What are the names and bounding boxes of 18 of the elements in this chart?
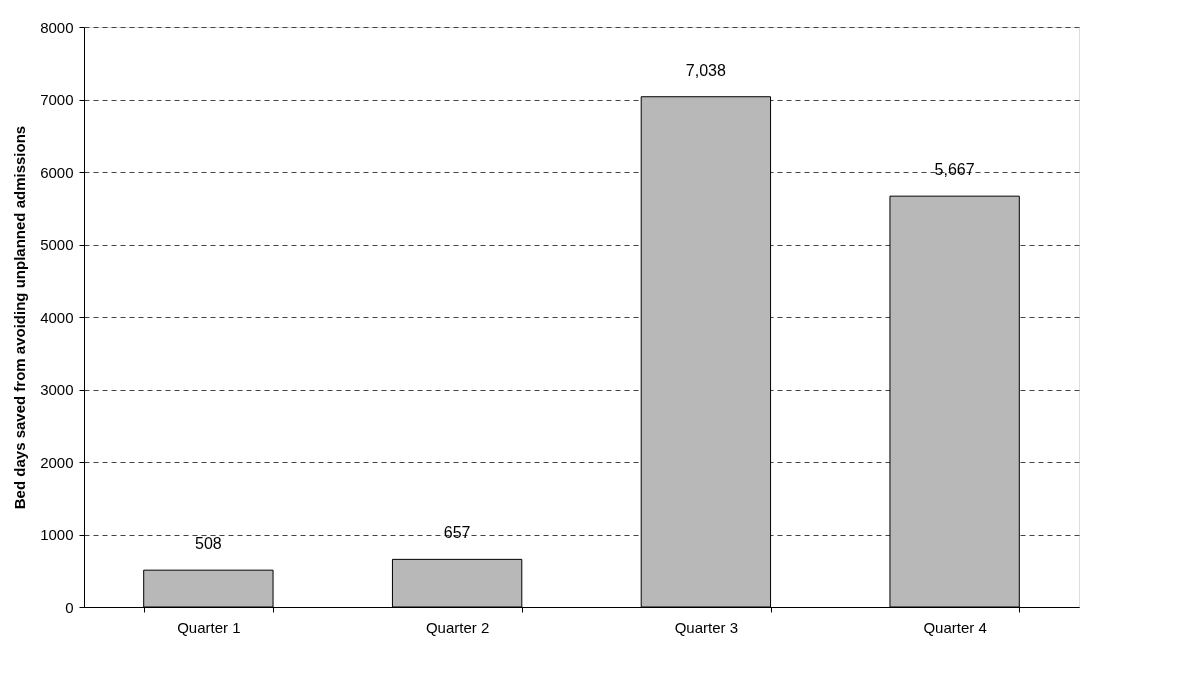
y-tick-label: 6000 [40, 163, 74, 181]
data-label: 7,038 [685, 61, 726, 79]
y-tick-label: 2000 [40, 453, 74, 471]
data-label: 5,667 [934, 161, 975, 179]
x-tick-label: Quarter 2 [425, 618, 490, 636]
y-tick-label: 0 [65, 598, 74, 616]
y-tick-label: 4000 [40, 308, 74, 326]
y-tick-label: 7000 [40, 91, 74, 108]
data-label: 508 [195, 535, 222, 553]
x-tick-label: Quarter 4 [923, 618, 987, 636]
y-tick-label: 8000 [40, 18, 74, 36]
y-tick-label: 1000 [40, 526, 74, 543]
x-tick-label: Quarter 3 [674, 618, 739, 636]
data-label: 657 [443, 524, 471, 542]
x-tick-label: Quarter 1 [177, 618, 241, 636]
y-tick-label: 5000 [40, 236, 74, 253]
y-axis-title: Bed days saved from avoiding unplanned admissions [11, 125, 29, 510]
y-tick-label: 3000 [40, 381, 74, 398]
